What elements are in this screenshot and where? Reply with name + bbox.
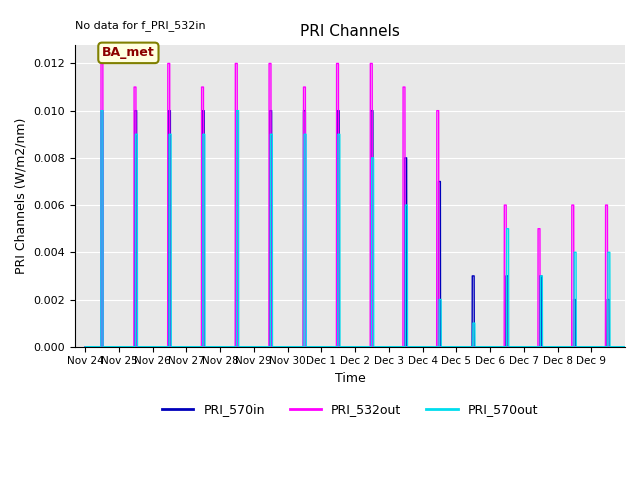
Title: PRI Channels: PRI Channels: [300, 24, 400, 39]
Y-axis label: PRI Channels (W/m2/nm): PRI Channels (W/m2/nm): [15, 118, 28, 274]
Text: No data for f_PRI_532in: No data for f_PRI_532in: [75, 20, 205, 31]
X-axis label: Time: Time: [335, 372, 365, 385]
Legend: PRI_570in, PRI_532out, PRI_570out: PRI_570in, PRI_532out, PRI_570out: [157, 398, 543, 421]
Text: BA_met: BA_met: [102, 47, 155, 60]
